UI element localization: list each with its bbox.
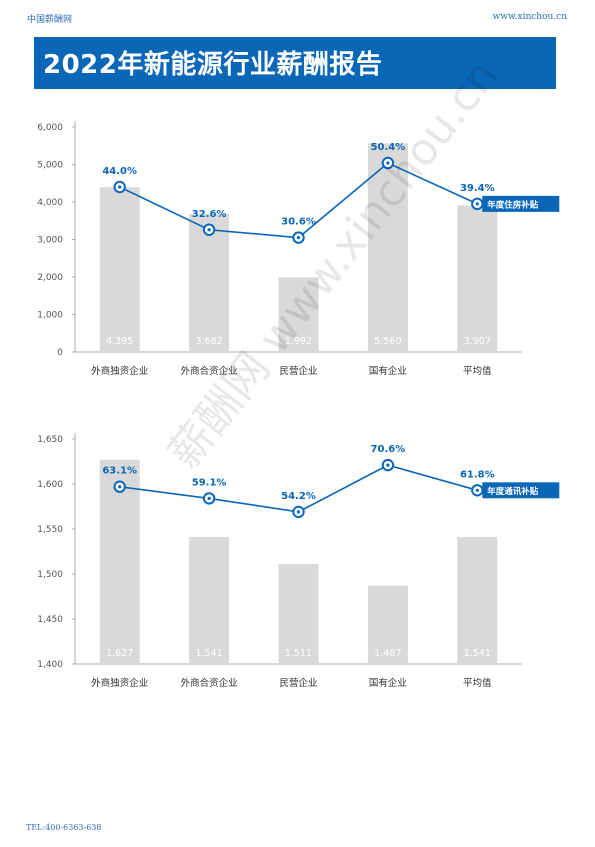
y-tick-label: 0: [57, 348, 63, 358]
category-label: 国有企业: [369, 365, 407, 377]
category-label: 国有企业: [369, 677, 407, 689]
line-point-center: [118, 485, 122, 489]
y-tick-label: 5,000: [37, 161, 63, 171]
bar: [457, 537, 498, 664]
line-percent-label: 50.4%: [371, 142, 406, 153]
bar: [278, 564, 319, 664]
y-tick-label: 1,450: [37, 615, 63, 625]
line-point-center: [296, 236, 301, 240]
bar-value-label: 1,511: [285, 648, 312, 659]
line-percent-label: 30.6%: [281, 217, 316, 228]
bar-value-label: 3,907: [464, 336, 491, 347]
line-percent-label: 32.6%: [192, 209, 227, 220]
y-tick-label: 1,550: [37, 525, 63, 535]
series-tag-bg: [482, 195, 560, 212]
site-name: 中国薪酬网: [27, 15, 73, 25]
line-percent-label: 39.4%: [460, 183, 495, 194]
bar-value-label: 4,395: [106, 336, 133, 347]
series-tag: 年度住房补贴: [482, 195, 560, 212]
bar-value-label: 1,627: [106, 648, 133, 659]
series-tag: 年度通讯补贴: [482, 482, 560, 499]
bar: [99, 459, 140, 664]
category-label: 民营企业: [279, 365, 317, 377]
title-banner: 2022年新能源行业薪酬报告: [34, 37, 556, 89]
bar: [367, 143, 408, 352]
bar-value-label: 1,487: [374, 648, 401, 659]
category-label: 平均值: [463, 365, 492, 377]
bar-value-label: 1,541: [195, 648, 222, 659]
line-point-center: [475, 202, 479, 206]
line-series: [119, 464, 478, 513]
series-tag-bg: [482, 482, 560, 499]
bar: [189, 537, 230, 664]
site-url[interactable]: www.xinchou.cn: [492, 12, 567, 22]
bar: [367, 585, 408, 664]
bar-value-label: 1,992: [285, 336, 312, 347]
line-percent-label: 61.8%: [460, 469, 495, 480]
y-tick-label: 1,400: [37, 660, 63, 670]
series-tag-label: 年度通讯补贴: [487, 486, 539, 497]
line-point-center: [207, 228, 211, 232]
line-point-center: [386, 463, 390, 467]
y-tick-label: 2,000: [37, 273, 63, 283]
y-tick-label: 1,600: [37, 480, 63, 490]
bar: [457, 205, 498, 352]
line-percent-label: 70.6%: [371, 444, 406, 455]
bar: [278, 277, 319, 352]
line-percent-label: 54.2%: [281, 491, 316, 502]
communication-allowance-chart: 1,400 1,450 1,500 1,550 1,600 1,650 1,627 外商独资企…: [37, 433, 560, 689]
series-tag-label: 年度住房补贴: [487, 199, 539, 210]
category-label: 外商合资企业: [181, 365, 238, 377]
category-label: 外商合资企业: [181, 677, 238, 689]
y-tick-label: 1,000: [37, 311, 63, 321]
bar-value-label: 3,682: [195, 336, 222, 347]
category-label: 外商独资企业: [91, 677, 148, 689]
bar: [189, 213, 230, 352]
line-point-center: [296, 510, 301, 514]
line-point-center: [386, 161, 390, 165]
line-point-center: [118, 185, 122, 189]
line-point-center: [207, 496, 211, 500]
category-label: 民营企业: [279, 677, 317, 689]
footer-tel: TEL:400-6363-638: [26, 823, 102, 832]
line-point-center: [475, 488, 479, 492]
line-percent-label: 59.1%: [192, 477, 227, 488]
category-label: 外商独资企业: [91, 365, 148, 377]
report-title: 2022年新能源行业薪酬报告: [43, 50, 383, 80]
bar-value-label: 1,541: [464, 648, 491, 659]
category-label: 平均值: [463, 677, 492, 689]
y-tick-label: 1,650: [37, 435, 63, 445]
bar-value-label: 5,560: [374, 336, 401, 347]
y-tick-label: 3,000: [37, 236, 63, 246]
housing-allowance-chart: 0 1,000 2,000 3,000 4,000 5,000 6,000 4,395 外商独资…: [37, 121, 560, 377]
y-tick-label: 6,000: [37, 123, 63, 133]
y-tick-label: 4,000: [37, 198, 63, 208]
line-percent-label: 63.1%: [102, 466, 137, 477]
line-percent-label: 44.0%: [102, 166, 137, 177]
bar: [99, 187, 140, 352]
y-tick-label: 1,500: [37, 570, 63, 580]
